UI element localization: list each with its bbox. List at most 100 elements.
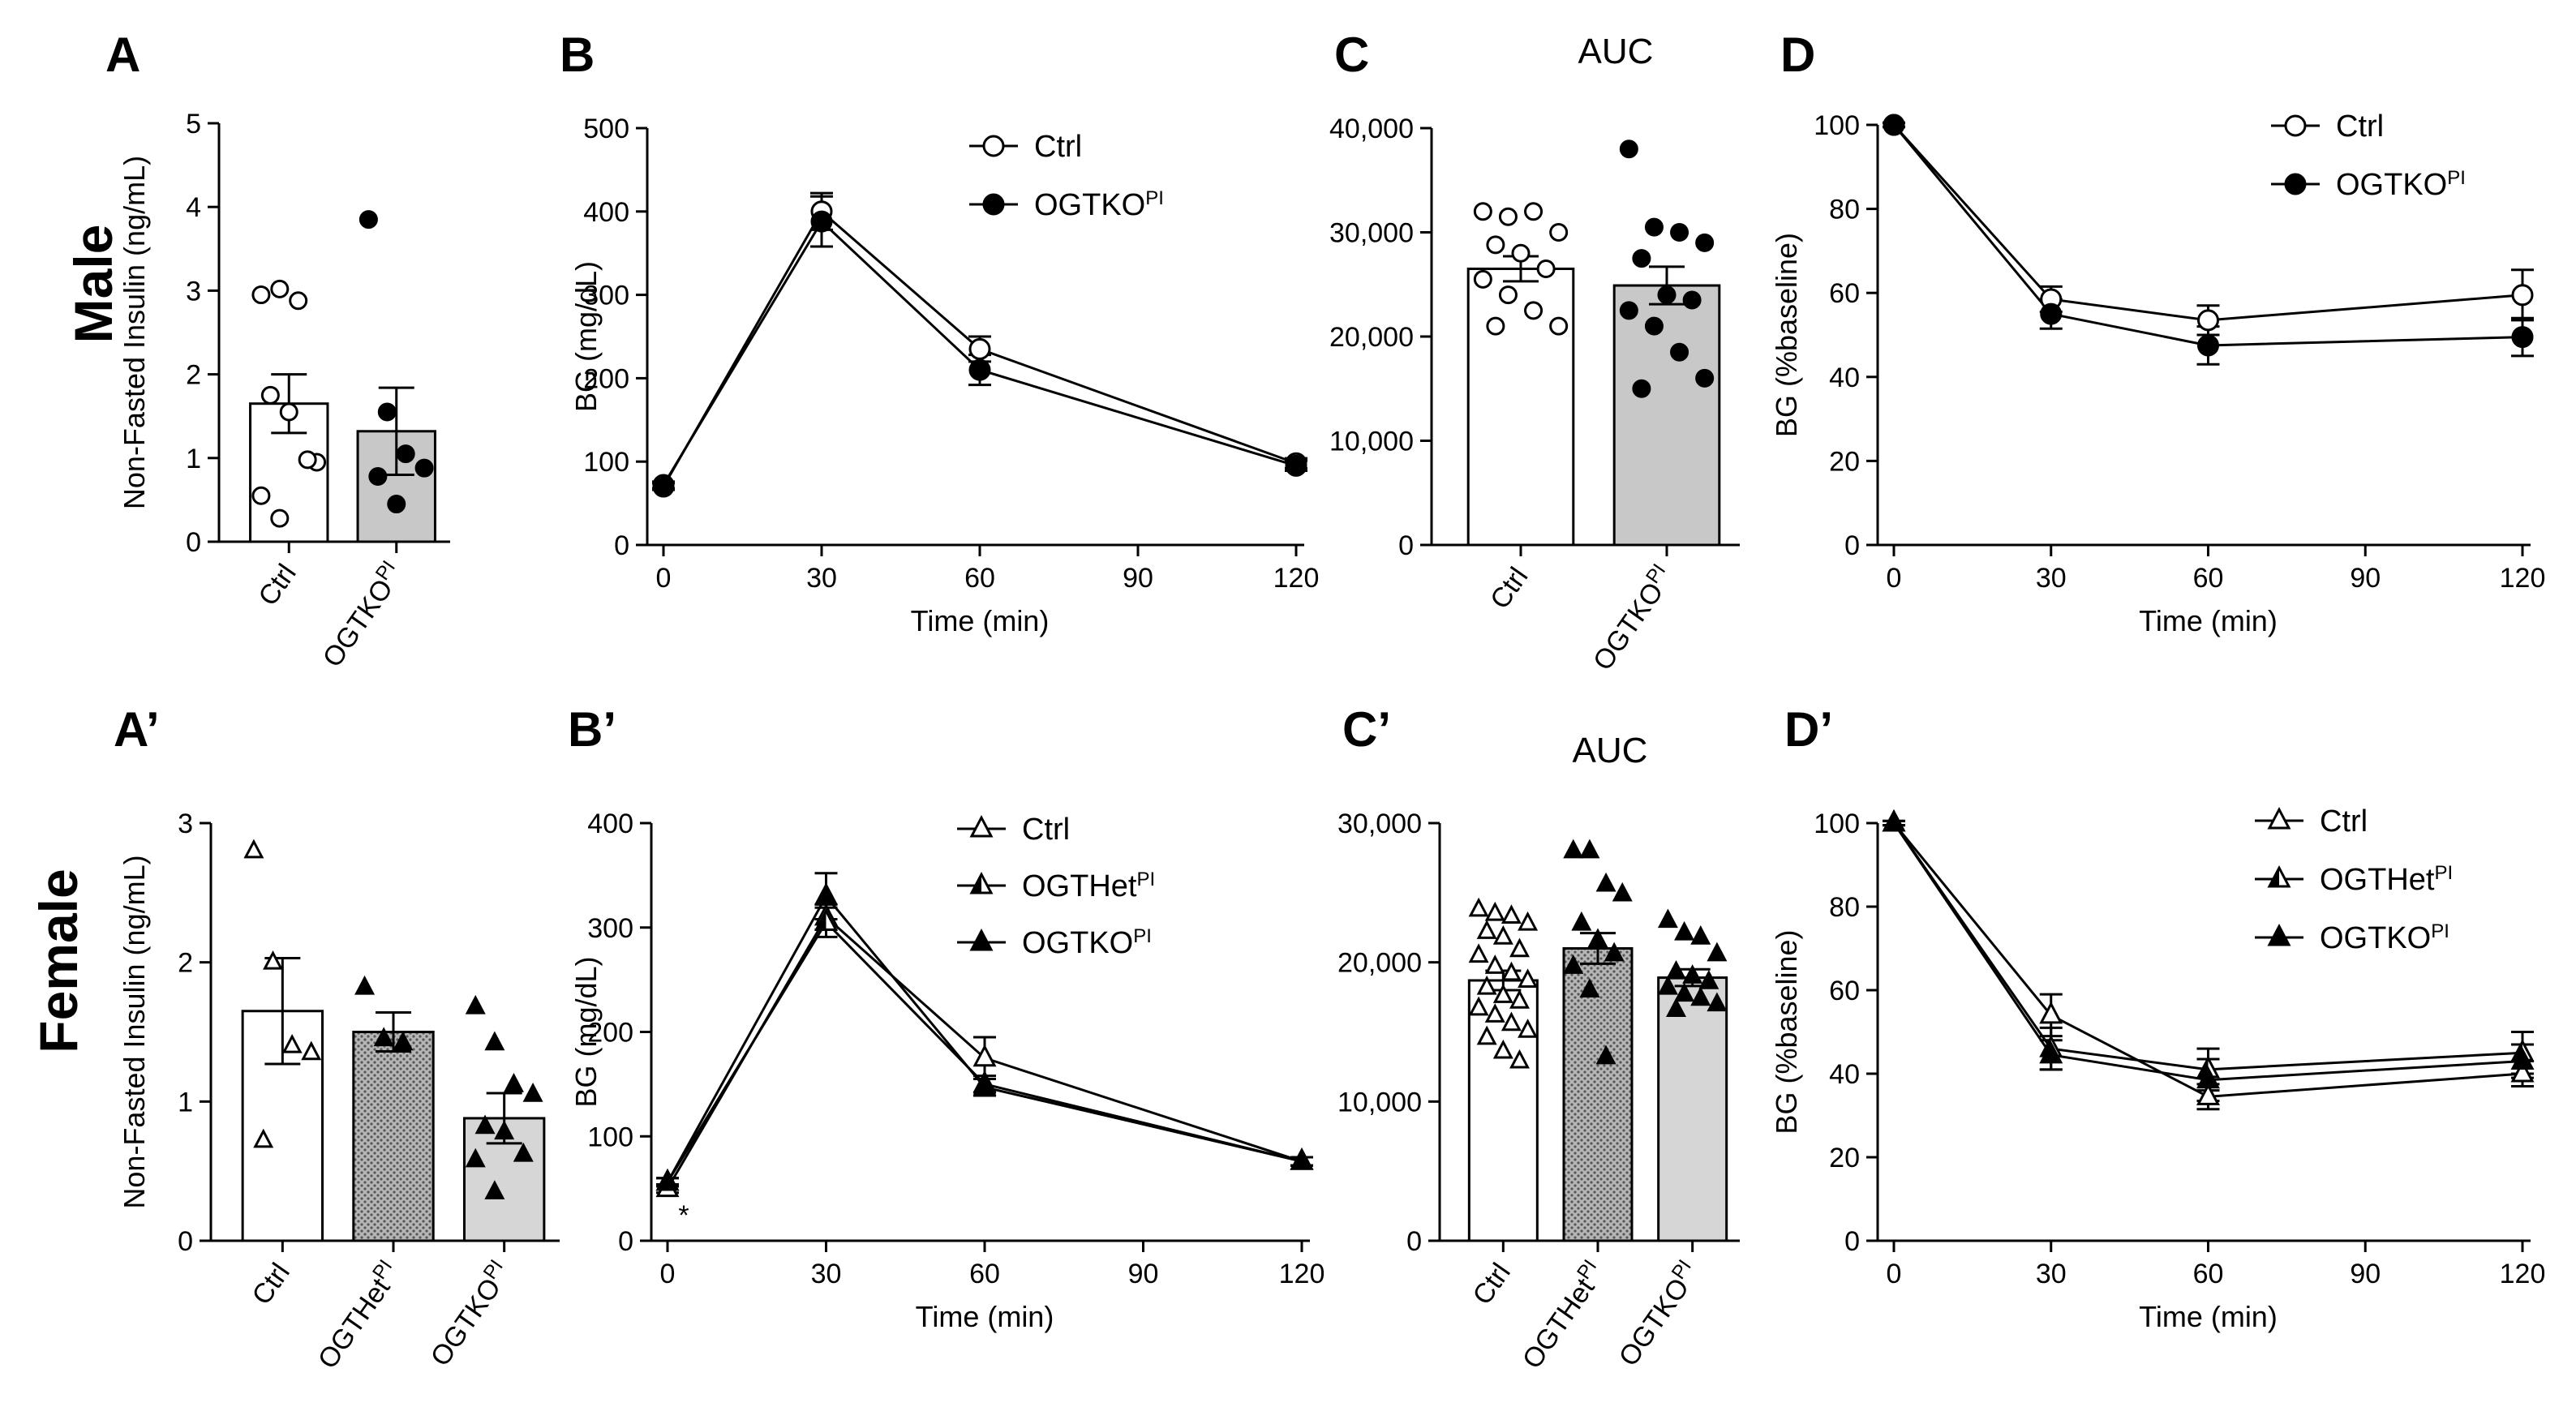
legend-marker	[982, 135, 1005, 157]
x-tick-label: OGTKOPI	[422, 1255, 517, 1372]
data-point	[270, 279, 290, 298]
data-point	[1563, 839, 1584, 859]
y-tick-label: 40	[1829, 362, 1860, 393]
data-point	[1579, 839, 1600, 859]
legend-label: OGTKOPI	[1034, 187, 1164, 223]
data-point	[1644, 217, 1664, 237]
data-point	[1644, 316, 1664, 336]
y-tick-label: 0	[186, 527, 201, 558]
data-point	[1473, 269, 1492, 289]
y-tick-label: 10,000	[1329, 427, 1414, 457]
x-tick-label: 30	[811, 1259, 842, 1289]
data-point	[1492, 1039, 1513, 1059]
data-point	[810, 210, 833, 233]
data-point	[1619, 139, 1638, 159]
data-point	[368, 467, 388, 487]
data-point	[263, 950, 284, 970]
data-point	[1518, 968, 1539, 988]
y-tick-label: 0	[1398, 530, 1414, 561]
data-point	[1468, 897, 1489, 917]
x-tick-label: 60	[2193, 1259, 2224, 1289]
y-tick-label: 0	[1844, 1226, 1860, 1257]
data-point	[1476, 1025, 1497, 1045]
series-line	[662, 209, 1297, 487]
data-point	[260, 385, 280, 405]
data-point	[1498, 207, 1518, 226]
x-tick-label: Ctrl	[252, 559, 302, 611]
x-tick-label: 30	[2036, 563, 2067, 594]
x-tick-label-main: Ctrl	[1466, 1258, 1516, 1310]
x-tick-label: 90	[2350, 1259, 2381, 1289]
bar	[352, 1031, 435, 1242]
y-tick-label: 400	[583, 197, 629, 228]
x-tick-label: 0	[1887, 563, 1902, 594]
data-point	[1563, 954, 1584, 974]
y-tick-label: 400	[587, 809, 633, 839]
data-point	[1695, 368, 1715, 388]
legend-marker	[969, 871, 994, 894]
data-point	[1509, 937, 1530, 958]
panel-label: A	[105, 28, 140, 82]
x-tick-label: 90	[2350, 563, 2381, 594]
panel-C2: C’ AUC 0 10,000 20,000 30,000 Ctrl OGTHetPIOGTK…	[1337, 702, 1740, 1375]
data-point	[1509, 1049, 1530, 1069]
legend-label-main: OGTKO	[2336, 168, 2447, 202]
y-tick-label: 80	[1829, 195, 1860, 225]
legend-label-sup: PI	[2434, 862, 2453, 884]
data-point	[1707, 942, 1728, 962]
data-point	[1698, 969, 1719, 989]
y-tick-label: 300	[583, 281, 629, 311]
series-line	[1892, 123, 2523, 322]
data-point	[513, 1142, 534, 1162]
data-point	[1707, 992, 1728, 1012]
data-point	[251, 486, 271, 505]
x-axis-label: Time (min)	[2139, 604, 2278, 637]
data-point	[968, 337, 991, 360]
panel-B: B 0 100 200 300 400 500 0 30 60 90 120 Time (min) BG …	[560, 28, 1319, 637]
x-tick-label: 30	[806, 563, 837, 594]
data-point	[1492, 984, 1513, 1003]
data-point	[494, 1120, 515, 1140]
data-point	[1682, 290, 1702, 310]
y-tick-label: 30,000	[1329, 218, 1414, 249]
legend-marker	[2284, 173, 2307, 195]
x-tick-label: OGTHetPI	[309, 1255, 406, 1375]
y-tick-label: 60	[1829, 976, 1860, 1006]
y-tick-label: 1	[186, 444, 201, 474]
panel-label: D’	[1784, 702, 1833, 757]
y-tick-label: 100	[1814, 110, 1860, 141]
data-point	[243, 839, 264, 859]
data-point	[358, 210, 378, 229]
data-point	[251, 285, 271, 305]
legend-marker	[2267, 923, 2291, 946]
data-point	[1604, 942, 1625, 962]
data-point	[465, 994, 486, 1014]
data-point	[301, 1040, 322, 1061]
y-axis-label: Non-Fasted Insulin (ng/mL)	[118, 855, 151, 1208]
x-tick-label-main: Ctrl	[1484, 562, 1534, 615]
y-axis-label: BG (mg/dL)	[569, 956, 603, 1107]
data-point	[1484, 901, 1505, 921]
x-tick-label: 120	[1279, 1259, 1325, 1289]
data-point	[1579, 978, 1600, 997]
x-tick-label-main: Ctrl	[252, 559, 302, 611]
panel-label: A’	[114, 702, 160, 757]
x-tick-label: 0	[660, 1259, 676, 1289]
data-point	[1518, 1019, 1539, 1038]
legend-label-sup: PI	[2431, 920, 2449, 942]
bar	[1612, 284, 1721, 547]
legend-marker	[2267, 806, 2291, 830]
y-tick-label: 0	[618, 1226, 633, 1257]
data-point	[2510, 1047, 2535, 1070]
data-point	[1501, 961, 1522, 981]
data-point	[2040, 302, 2063, 325]
data-point	[1657, 975, 1678, 995]
x-tick-label-main: OGTKO	[1613, 1272, 1696, 1371]
data-point	[1476, 975, 1497, 995]
data-point	[1883, 114, 1905, 136]
series-line	[1892, 124, 2523, 347]
data-point	[652, 474, 675, 496]
y-tick-label: 200	[583, 363, 629, 394]
x-tick-label-main: OGTKO	[1587, 577, 1670, 676]
x-tick-label: 60	[964, 563, 995, 594]
